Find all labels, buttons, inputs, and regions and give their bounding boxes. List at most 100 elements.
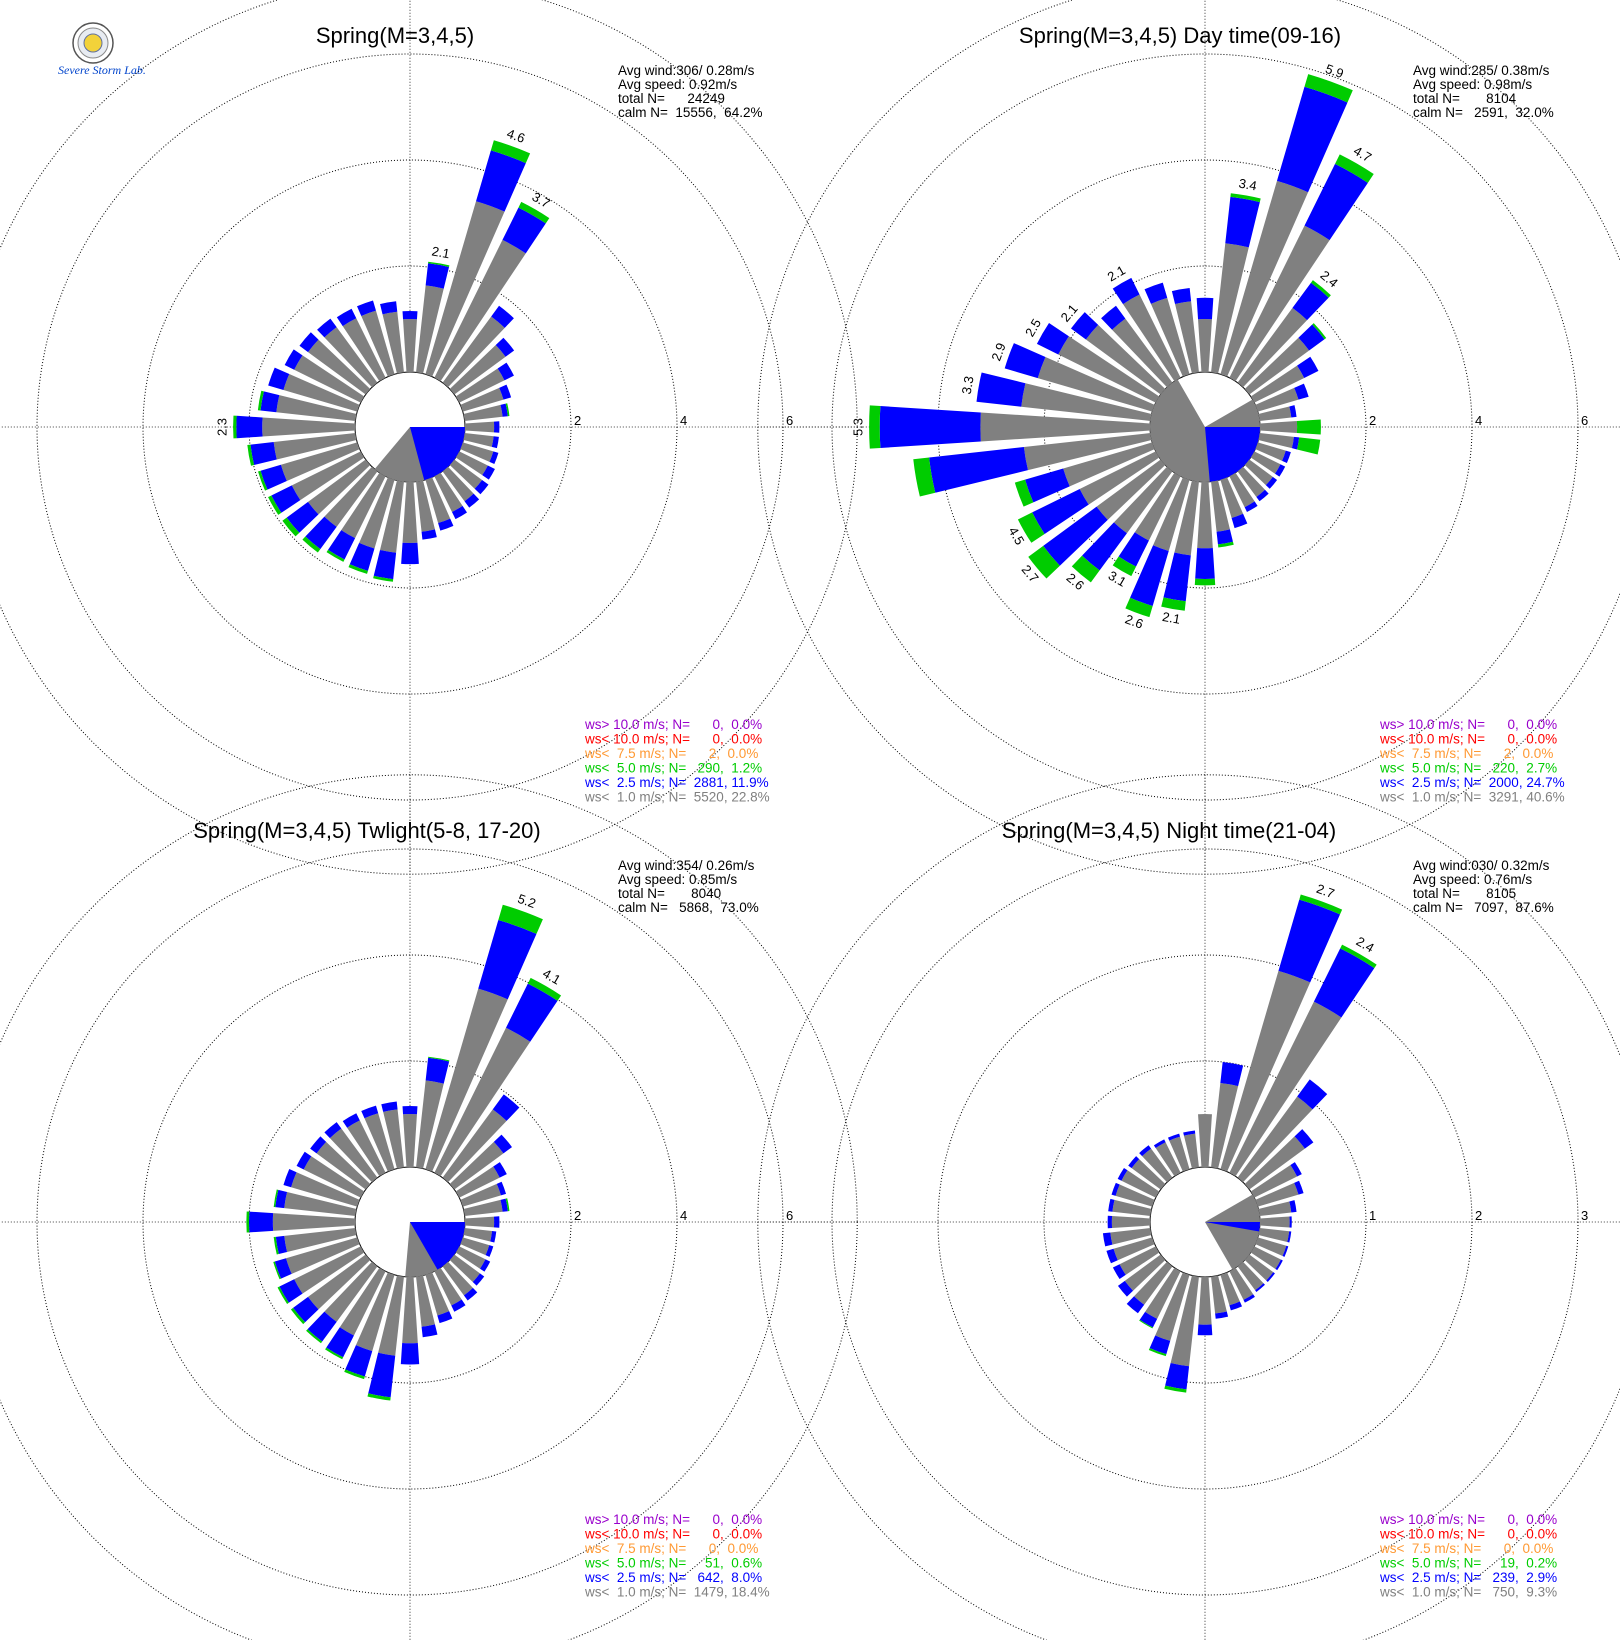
petal-calm-speed [1113, 466, 1173, 534]
petal-speed-2_5 [1025, 468, 1070, 503]
petal-peak-label: 3.3 [959, 375, 977, 395]
petal-calm-speed [1112, 1199, 1152, 1216]
petal-speed-5 [290, 1307, 306, 1325]
petal-calm-speed [403, 1114, 417, 1168]
petal-calm-speed [442, 466, 474, 502]
petal-speed-5 [1161, 597, 1186, 611]
petal-calm-speed [284, 1228, 357, 1252]
petal-peak-label: 2.7 [1314, 881, 1336, 901]
petal-speed-2_5 [478, 919, 537, 1000]
petal-speed-2_5 [496, 1181, 507, 1196]
petal-calm-speed [980, 412, 1151, 442]
petal-calm-speed [449, 459, 483, 489]
petal-speed-2_5 [249, 1211, 274, 1233]
petal-calm-speed [1134, 472, 1181, 541]
panel-spring-day: Spring(M=3,4,5) Day time(09-16) 2 4 6 3.4 5.9… [757, 0, 1620, 875]
petal-speed-2_5 [493, 1162, 507, 1178]
petal-speed-2_5 [1256, 489, 1269, 502]
petal-calm-speed [1250, 365, 1305, 403]
petal-calm-speed [1175, 301, 1199, 374]
petal-speed-5 [246, 1211, 250, 1233]
petal-speed-2_5 [268, 367, 290, 390]
petal-calm-speed [1237, 307, 1308, 388]
petal-speed-2_5 [1165, 1362, 1190, 1390]
petal-calm-speed [442, 1109, 507, 1183]
petal-speed-2_5 [305, 516, 337, 550]
petal-calm-speed [434, 472, 463, 512]
petal-calm-speed [308, 1254, 371, 1310]
petal-speed-2_5 [1139, 1311, 1158, 1328]
petal-calm-speed [416, 1080, 444, 1169]
petal-speed-2_5 [929, 446, 1028, 493]
petal-calm-speed [402, 1276, 418, 1344]
radial-tick-label: 4 [680, 1208, 687, 1223]
petal-calm-speed [1244, 1254, 1274, 1281]
petal-calm-speed [1211, 243, 1249, 374]
petal-speed-2_5 [400, 1342, 420, 1365]
calm-wedge-gray [1205, 1194, 1260, 1270]
petal-speed-2_5 [1292, 282, 1329, 321]
petal-calm-speed [1229, 1001, 1342, 1177]
petal-speed-5 [268, 495, 282, 515]
petal-calm-speed [1211, 1083, 1239, 1169]
petal-speed-5 [1217, 541, 1234, 548]
petal-speed-2_5 [474, 479, 489, 495]
petal-calm-speed [383, 1109, 404, 1169]
petal-calm-speed [303, 1156, 365, 1198]
petal-speed-5 [282, 517, 300, 537]
petal-speed-2_5 [271, 485, 301, 513]
petal-calm-speed [1134, 1261, 1173, 1305]
panel-title: Spring(M=3,4,5) Night time(21-04) [1002, 818, 1336, 843]
petal-speed-2_5 [463, 1287, 478, 1301]
petal-peak-label: 2.5 [1022, 316, 1044, 339]
petal-speed-2_5 [342, 1113, 360, 1128]
legend-entry: ws< 7.5 m/s; N= 0, 0.0% [1379, 1541, 1553, 1556]
petal-speed-5 [1017, 512, 1045, 543]
stats-line: Avg wind:306/ 0.28m/s [618, 63, 755, 78]
petal-calm-speed [434, 1267, 462, 1306]
petal-calm-speed [1037, 356, 1155, 412]
petal-calm-speed [463, 1199, 503, 1216]
petal-calm-speed [1110, 1228, 1152, 1245]
petal-peak-label: 2.1 [1105, 262, 1128, 284]
legend-entry: ws< 2.5 m/s; N= 2881, 11.9% [584, 775, 769, 790]
petal-calm-speed [272, 1213, 356, 1231]
petal-speed-2_5 [425, 263, 450, 289]
petal-peak-label: 4.7 [1351, 143, 1374, 165]
petal-speed-2_5 [1289, 1216, 1292, 1228]
petal-calm-speed [425, 477, 451, 524]
petal-calm-speed [1170, 1275, 1199, 1367]
stats-line: calm N= 7097, 87.6% [1413, 900, 1554, 915]
petal-calm-speed [1123, 294, 1181, 382]
petal-speed-5 [428, 1056, 450, 1062]
petal-speed-2_5 [1149, 1335, 1171, 1355]
petal-peak-label: 3.7 [530, 189, 553, 211]
range-ring [1043, 1060, 1367, 1384]
radial-tick-label: 6 [786, 1208, 793, 1223]
petal-calm-speed [1259, 1216, 1290, 1228]
petal-speed-2_5 [286, 501, 319, 533]
stats-line: Avg speed: 0.92m/s [618, 77, 737, 92]
petal-speed-2_5 [1153, 1139, 1166, 1149]
petal-calm-speed [1220, 1272, 1240, 1306]
petal-calm-speed [1124, 1254, 1166, 1291]
petal-calm-speed [434, 239, 526, 382]
petal-speed-2_5 [368, 1352, 396, 1398]
petal-speed-2_5 [490, 1231, 497, 1243]
petal-speed-2_5 [1032, 488, 1089, 534]
stats-line: calm N= 5868, 73.0% [618, 900, 759, 915]
petal-speed-2_5 [1112, 1264, 1126, 1279]
petal-speed-2_5 [336, 308, 357, 327]
petal-speed-2_5 [493, 1216, 500, 1228]
petal-speed-2_5 [493, 421, 500, 433]
petal-calm-speed [1115, 1184, 1155, 1207]
petal-speed-2_5 [491, 305, 514, 328]
petal-calm-speed [460, 442, 494, 462]
petal-speed-2_5 [401, 542, 419, 565]
range-ring [831, 53, 1579, 801]
petal-speed-5 [1296, 419, 1321, 435]
petal-speed-2_5 [1196, 297, 1214, 320]
petal-calm-speed [1258, 406, 1292, 421]
petal-calm-speed [1174, 480, 1199, 556]
petal-calm-speed [1244, 459, 1273, 486]
